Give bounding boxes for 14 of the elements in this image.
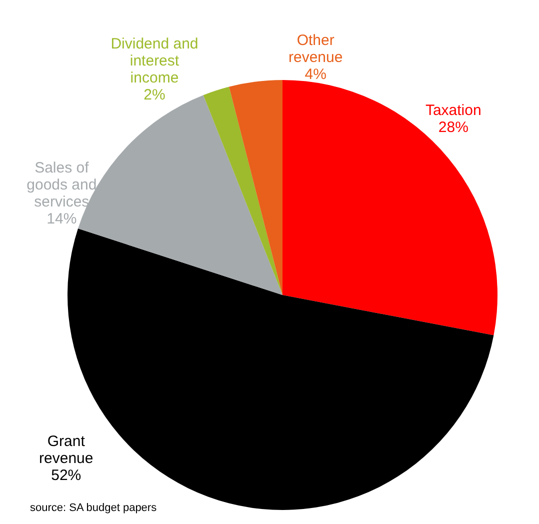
data-label: 14% (46, 210, 77, 228)
pie-slice (282, 80, 498, 336)
slice-label: Taxation (425, 102, 482, 119)
slice-label: Other revenue (288, 32, 343, 66)
slice-label: Sales of goods and services (26, 160, 97, 210)
pie-slice (229, 80, 282, 295)
slice-label: Grant revenue (39, 432, 94, 467)
pie-slice (203, 86, 282, 295)
data-label: 52% (51, 466, 82, 484)
data-label: 4% (304, 66, 326, 84)
source-note: source: SA budget papers (30, 502, 158, 514)
data-label: 2% (144, 86, 166, 104)
slice-label: Dividend and interest income (110, 36, 198, 87)
data-label: 28% (438, 118, 468, 136)
